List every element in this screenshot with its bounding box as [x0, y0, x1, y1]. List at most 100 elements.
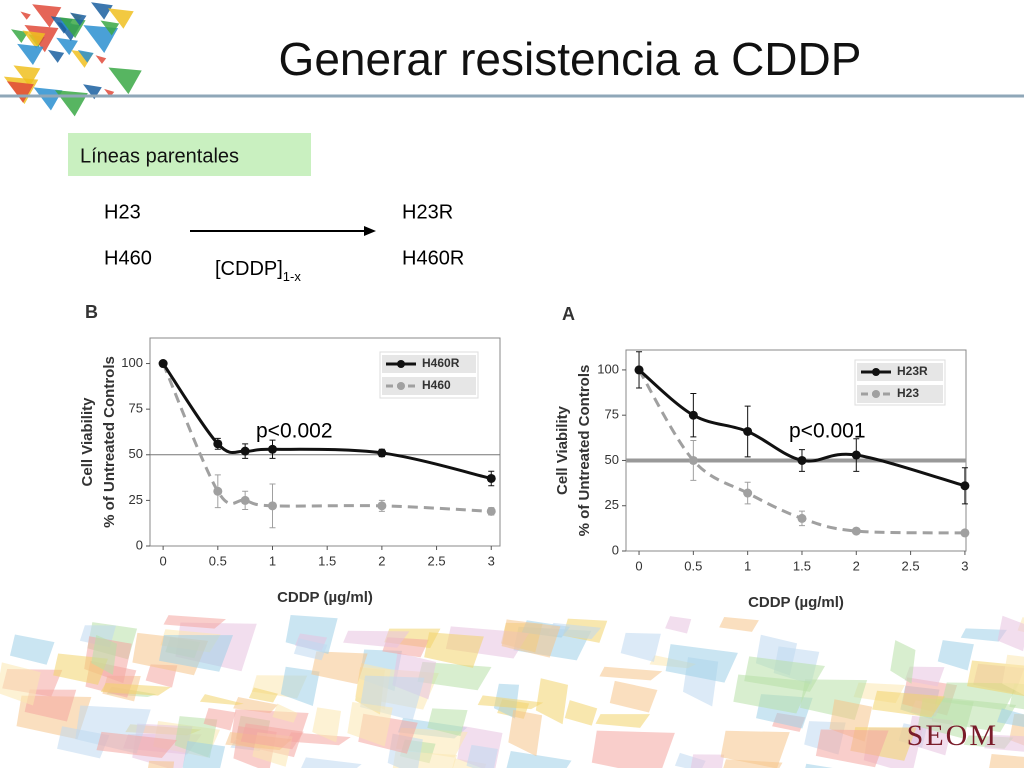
- x-tick-label: 3: [961, 558, 968, 573]
- mosaic-tile: [689, 754, 725, 773]
- scheme-right: H460R: [402, 247, 464, 269]
- y-tick-label: 25: [605, 497, 619, 512]
- data-point: [158, 359, 168, 369]
- x-tick-label: 0: [635, 558, 642, 573]
- mosaic-tile: [890, 640, 916, 684]
- data-point: [486, 473, 496, 483]
- mosaic-tile: [988, 754, 1024, 773]
- mosaic-tile: [665, 616, 692, 634]
- mosaic-tile: [203, 708, 236, 731]
- mosaic-tile: [311, 651, 368, 685]
- slide-title: Generar resistencia a CDDP: [279, 33, 862, 85]
- mosaic-tile: [466, 744, 498, 773]
- logo-text: SEOM: [907, 719, 998, 752]
- mosaic-tile: [199, 694, 244, 706]
- mosaic-tile: [182, 740, 226, 773]
- logo-tile: [100, 20, 120, 36]
- x-tick-label: 3: [488, 553, 495, 568]
- y-tick-label: 100: [597, 361, 619, 376]
- x-tick-label: 2.5: [902, 558, 920, 573]
- x-tick-label: 1.5: [318, 553, 336, 568]
- data-point: [960, 481, 970, 491]
- annotation: p<0.002: [256, 420, 333, 443]
- logo-tile: [108, 67, 142, 95]
- y-axis-label: % of Untreated Controls: [576, 365, 593, 537]
- y-tick-label: 75: [129, 401, 143, 416]
- mosaic-tile: [599, 666, 663, 681]
- arrow-subscript: 1-x: [283, 269, 302, 284]
- mosaic-tile: [591, 730, 675, 773]
- logo-tile: [91, 2, 113, 20]
- mosaic-tile: [233, 697, 278, 714]
- data-point: [240, 495, 250, 505]
- mosaic-tile: [804, 763, 834, 773]
- scheme-left: H23: [104, 201, 141, 223]
- mosaic-tile: [417, 661, 492, 691]
- logo-tile: [11, 29, 29, 44]
- logo-tile: [56, 37, 78, 56]
- series-line: [161, 362, 492, 513]
- x-tick-label: 2: [378, 553, 385, 568]
- y-axis-label: % of Untreated Controls: [101, 356, 118, 528]
- legend-marker: [397, 360, 405, 368]
- x-tick-label: 0: [160, 553, 167, 568]
- mosaic-tile: [0, 662, 41, 706]
- arrow-head: [364, 226, 376, 236]
- data-point: [486, 506, 496, 516]
- mosaic-tile: [548, 622, 602, 640]
- x-tick-label: 2: [853, 558, 860, 573]
- data-point: [213, 439, 223, 449]
- mosaic-tile: [312, 707, 342, 743]
- series-line: [638, 368, 966, 488]
- data-point: [688, 455, 698, 465]
- panel-letter: A: [562, 304, 575, 324]
- x-tick-label: 0.5: [209, 553, 227, 568]
- legend-label: H460: [422, 378, 451, 392]
- x-tick-label: 1.5: [793, 558, 811, 573]
- mosaic-tile: [996, 708, 1024, 727]
- mosaic-tile: [300, 757, 362, 773]
- y-tick-label: 50: [605, 452, 619, 467]
- mosaic-tile: [872, 690, 945, 718]
- mosaic-tile: [293, 638, 328, 661]
- mosaic-tile: [719, 617, 759, 632]
- y-axis-label: Cell Viability: [554, 405, 571, 495]
- logo-tile: [77, 50, 94, 63]
- mosaic-tile: [347, 701, 393, 747]
- mosaic-tile: [997, 615, 1024, 652]
- mosaic-tile: [720, 730, 790, 769]
- x-axis-label: CDDP (µg/ml): [277, 589, 373, 606]
- data-point: [268, 501, 277, 511]
- x-tick-label: 1: [744, 558, 751, 573]
- mosaic-tile: [343, 630, 410, 648]
- logo-tile: [13, 65, 41, 87]
- mosaic-tile: [665, 644, 738, 683]
- data-point: [377, 501, 387, 511]
- legend-bg: [382, 377, 476, 395]
- legend-label: H23: [897, 386, 919, 400]
- mosaic-tile: [505, 750, 572, 773]
- logo-tile: [20, 11, 31, 20]
- mosaic-tile: [248, 687, 278, 703]
- logo-tile: [22, 30, 46, 49]
- logo-tile: [47, 49, 65, 63]
- mosaic-tile: [91, 635, 117, 675]
- mosaic-tile: [427, 708, 468, 737]
- data-point: [268, 444, 277, 454]
- logo-tile: [108, 8, 134, 29]
- series-line: [161, 362, 492, 480]
- legend-label: H460R: [422, 356, 460, 370]
- mosaic-tile: [96, 731, 177, 758]
- scheme-left: H460: [104, 247, 152, 269]
- scheme-right: H23R: [402, 201, 453, 223]
- logo-tile: [32, 4, 62, 28]
- label-box-text: Líneas parentales: [80, 145, 239, 167]
- mosaic-tile: [535, 678, 569, 725]
- data-point: [797, 513, 807, 523]
- panel-letter: B: [85, 302, 98, 322]
- mosaic-tile: [620, 632, 661, 662]
- logo-tile: [6, 81, 34, 103]
- logo-tile: [17, 43, 44, 65]
